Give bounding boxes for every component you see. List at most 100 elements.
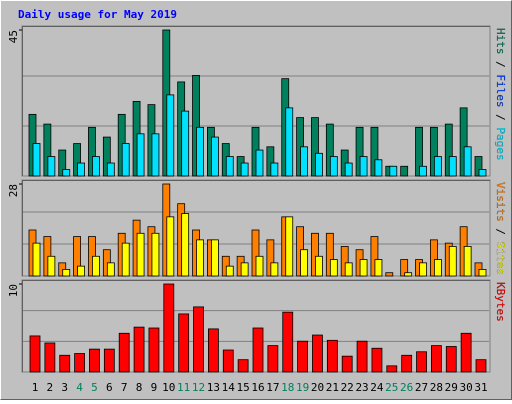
bar (74, 353, 85, 373)
bar (433, 156, 442, 177)
x-tick-label: 31 (474, 381, 487, 394)
bar (370, 126, 379, 177)
bar (192, 75, 200, 177)
y-tick-label: 28 (7, 184, 20, 197)
bar (374, 259, 383, 277)
bar (47, 255, 56, 277)
bar (356, 340, 368, 373)
bar (389, 165, 398, 177)
bar (166, 94, 175, 177)
x-tick-label: 5 (91, 381, 98, 394)
bar (385, 272, 394, 277)
x-tick-label: 23 (355, 381, 368, 394)
x-tick-label: 4 (76, 381, 83, 394)
bar (222, 349, 234, 373)
bar (148, 327, 160, 373)
bar (255, 255, 264, 277)
bar (210, 136, 219, 177)
x-tick-label: 15 (237, 381, 250, 394)
bar (193, 306, 204, 373)
bar (121, 242, 130, 277)
bar (44, 342, 56, 373)
bar (311, 232, 319, 277)
bar (77, 162, 85, 177)
bar (344, 262, 353, 277)
bar (429, 239, 438, 277)
bar (429, 126, 438, 177)
bar (181, 213, 190, 277)
plot-highlight (22, 26, 490, 176)
bar (297, 340, 309, 373)
bar (151, 232, 160, 277)
bar (463, 146, 472, 177)
bar (329, 156, 338, 177)
bar (77, 265, 85, 277)
bar (419, 165, 427, 177)
bar (62, 169, 71, 177)
bar (166, 216, 175, 277)
x-tick-label: 25 (385, 381, 398, 394)
bar (285, 107, 294, 177)
bar (151, 133, 160, 177)
bar (311, 117, 319, 177)
bar (196, 126, 204, 177)
legend-separator: / (494, 222, 507, 242)
bar (282, 311, 294, 373)
bar (32, 143, 41, 177)
x-tick-label: 13 (207, 381, 220, 394)
bar (270, 162, 279, 177)
bar (225, 156, 234, 177)
x-tick-label: 18 (281, 381, 294, 394)
x-tick-label: 10 (162, 381, 175, 394)
bar (312, 334, 323, 373)
bar (103, 348, 115, 373)
x-tick-label: 8 (136, 381, 143, 394)
x-tick-label: 14 (222, 381, 236, 394)
bar (178, 313, 190, 373)
bar (89, 348, 100, 373)
bar (300, 249, 309, 277)
bar (102, 136, 111, 177)
y-tick-label: 45 (7, 30, 20, 43)
legend-separator: / (494, 108, 507, 128)
x-tick-label: 3 (61, 381, 68, 394)
bar (359, 156, 368, 177)
bar (433, 259, 442, 277)
bar (400, 259, 409, 277)
bar (106, 162, 115, 177)
bar (92, 255, 100, 277)
y-tick-label: 10 (7, 284, 20, 297)
bar (285, 216, 294, 277)
bar (240, 262, 249, 277)
bar (460, 332, 472, 373)
plot-highlight (22, 180, 490, 276)
x-tick-label: 17 (266, 381, 279, 394)
bar (359, 259, 368, 277)
bar (370, 236, 379, 277)
bar (88, 126, 96, 177)
bar (270, 262, 279, 277)
bar (210, 239, 219, 277)
bar (355, 126, 364, 177)
bar (106, 262, 115, 277)
bar (430, 345, 442, 373)
bar (266, 239, 275, 277)
bar (341, 355, 353, 373)
legend-entry: Visits (494, 182, 507, 222)
bar (207, 328, 219, 373)
bar (255, 149, 264, 177)
bar (400, 165, 409, 177)
x-tick-label: 27 (415, 381, 428, 394)
bar (267, 345, 279, 373)
x-tick-label: 22 (341, 381, 354, 394)
bar (419, 262, 427, 277)
bar (300, 146, 309, 177)
legend: KBytes (494, 282, 507, 322)
bar (73, 236, 81, 277)
bar (475, 359, 487, 373)
legend-separator: / (494, 55, 507, 75)
bar (62, 269, 71, 277)
bar (136, 232, 145, 277)
bar (29, 335, 41, 373)
